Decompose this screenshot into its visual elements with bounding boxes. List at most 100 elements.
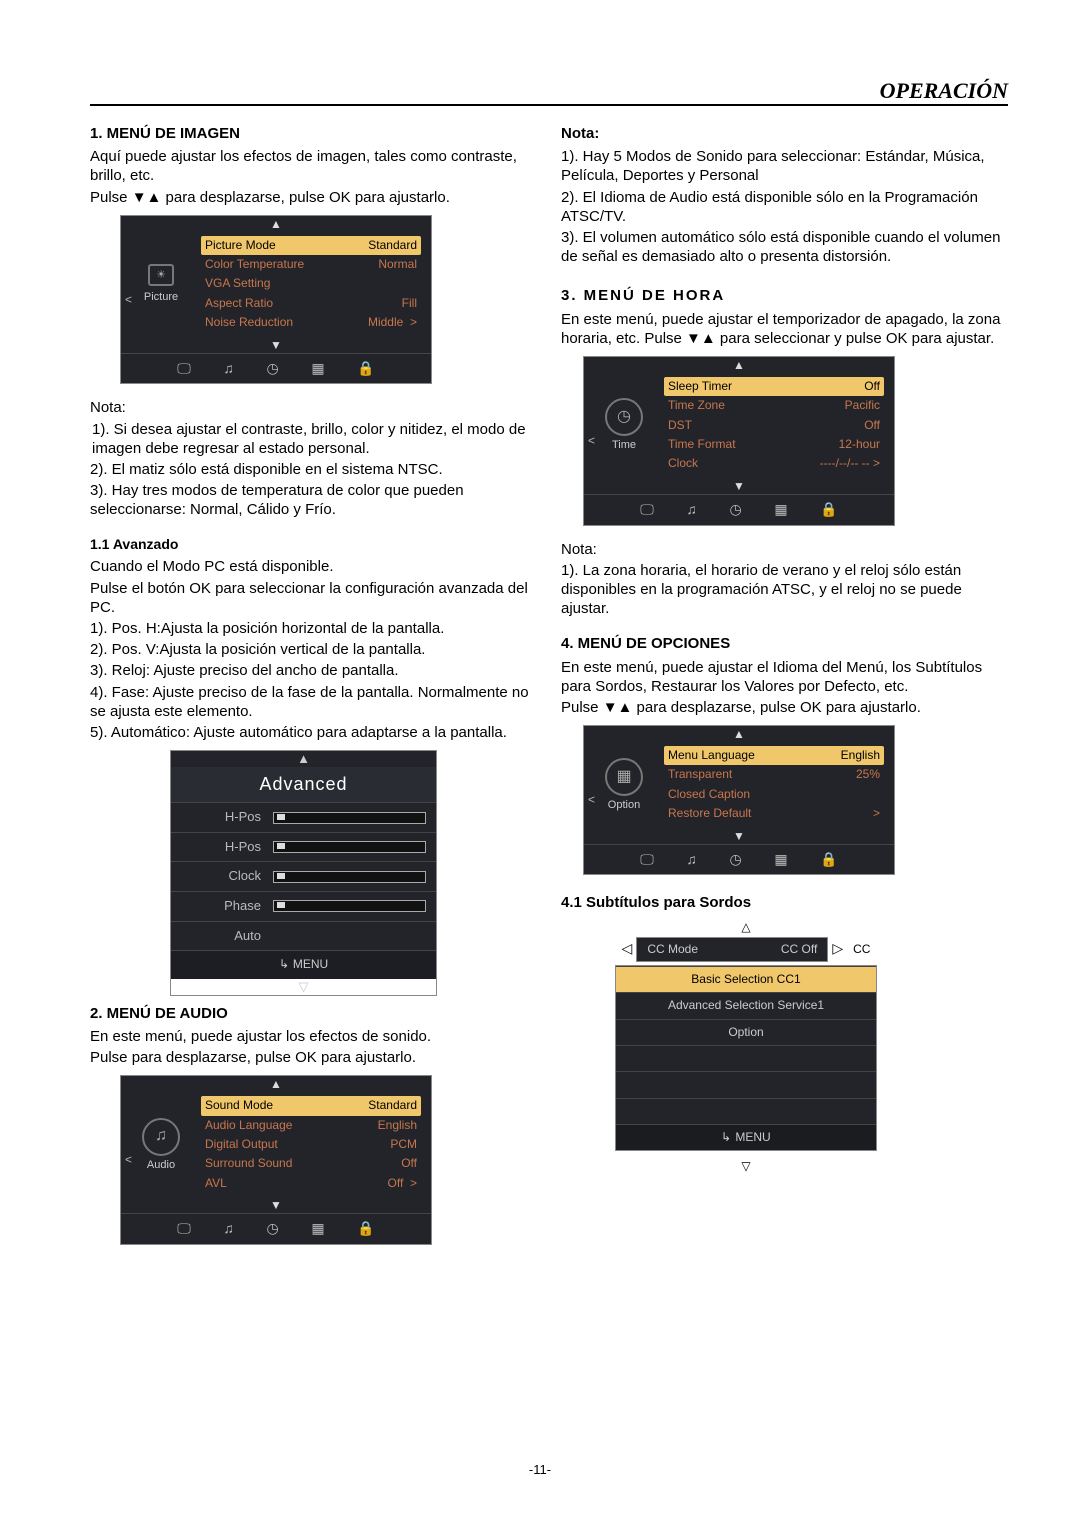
slider[interactable] <box>273 841 426 853</box>
osd-row[interactable]: Closed Caption <box>664 785 884 804</box>
osd-row[interactable]: Clock <box>171 861 436 891</box>
page-header-title: OPERACIÓN <box>880 78 1008 104</box>
osd-audio-list: Sound ModeStandard Audio LanguageEnglish… <box>195 1094 425 1195</box>
nota-audio-title: Nota: <box>561 124 1008 143</box>
right-arrow-icon: > <box>410 1176 417 1191</box>
osd-row-empty <box>616 1071 876 1097</box>
music-icon: ♫ <box>142 1118 180 1156</box>
up-arrow-icon: ▲ <box>584 357 894 373</box>
osd-row[interactable]: DSTOff <box>664 416 884 435</box>
avanzado-p2: Pulse el botón OK para seleccionar la co… <box>90 579 537 617</box>
osd-cc-bottom: ↲MENU <box>616 1124 876 1150</box>
osd-option-list: Menu LanguageEnglish Transparent25% Clos… <box>658 744 888 825</box>
music-icon: ♫ <box>223 360 234 378</box>
lock-icon: 🔒 <box>820 851 837 869</box>
osd-icon-bar: 🖵 ♫ ◷ ▦ 🔒 <box>584 494 894 525</box>
right-arrow-icon: ▷ <box>832 940 843 958</box>
avanzado-heading: 1.1 Avanzado <box>90 536 537 554</box>
osd-picture-sidebar: ☀ Picture <box>127 234 195 335</box>
osd-row[interactable]: Sleep TimerOff <box>664 377 884 396</box>
page-root: OPERACIÓN 1. MENÚ DE IMAGEN Aquí puede a… <box>0 0 1080 1513</box>
osd-time-sidebar-label: Time <box>612 438 636 452</box>
slider[interactable] <box>273 812 426 824</box>
osd-advanced: ▲ Advanced H-Pos H-Pos Clock Phase Auto … <box>170 750 437 996</box>
slider[interactable] <box>273 871 426 883</box>
osd-audio-sidebar-label: Audio <box>147 1158 175 1172</box>
lock-icon: 🔒 <box>357 1220 374 1238</box>
osd-row[interactable]: Noise ReductionMiddle > <box>201 313 421 332</box>
osd-icon-bar: 🖵 ♫ ◷ ▦ 🔒 <box>584 844 894 875</box>
osd-row[interactable]: Picture ModeStandard <box>201 236 421 255</box>
clock-icon: ◷ <box>267 360 279 378</box>
osd-row[interactable]: Time Format12-hour <box>664 435 884 454</box>
osd-option-sidebar-label: Option <box>608 798 640 812</box>
avanzado-l4: 4). Fase: Ajuste preciso de la fase de l… <box>90 683 537 721</box>
osd-row[interactable]: Restore Default > <box>664 804 884 823</box>
osd-row[interactable]: Advanced Selection Service1 <box>616 992 876 1018</box>
nota-audio-l1: 1). Hay 5 Modos de Sonido para seleccion… <box>561 147 1008 185</box>
osd-row[interactable]: H-Pos <box>171 832 436 862</box>
down-arrow-icon: ▼ <box>584 478 894 494</box>
sec2-heading: 2. MENÚ DE AUDIO <box>90 1004 537 1023</box>
osd-row[interactable]: Time ZonePacific <box>664 396 884 415</box>
osd-advanced-bottom: ↲MENU <box>171 950 436 978</box>
osd-row[interactable]: Clock----/--/-- -- > <box>664 454 884 473</box>
down-arrow-icon: ▼ <box>584 828 894 844</box>
osd-icon-bar: 🖵 ♫ ◷ ▦ 🔒 <box>121 1213 431 1244</box>
avanzado-p1: Cuando el Modo PC está disponible. <box>90 557 537 576</box>
left-column: 1. MENÚ DE IMAGEN Aquí puede ajustar los… <box>90 124 537 1245</box>
grid-icon: ▦ <box>311 1220 324 1238</box>
osd-row[interactable]: Aspect RatioFill <box>201 294 421 313</box>
osd-cc-mode-row[interactable]: ◁ CC ModeCC Off ▷ CC <box>581 937 911 962</box>
osd-time-list: Sleep TimerOff Time ZonePacific DSTOff T… <box>658 375 888 476</box>
osd-row[interactable]: Basic Selection CC1 <box>616 966 876 992</box>
avanzado-l5: 5). Automático: Ajuste automático para a… <box>90 723 537 742</box>
display-icon: 🖵 <box>177 1220 191 1238</box>
osd-row[interactable]: Sound ModeStandard <box>201 1096 421 1115</box>
osd-row[interactable]: Menu LanguageEnglish <box>664 746 884 765</box>
display-icon: 🖵 <box>177 360 191 378</box>
osd-row[interactable]: Phase <box>171 891 436 921</box>
right-column: Nota: 1). Hay 5 Modos de Sonido para sel… <box>561 124 1008 1245</box>
osd-row[interactable]: Option <box>616 1019 876 1045</box>
return-icon: ↲ <box>279 957 289 972</box>
grid-icon: ▦ <box>774 851 787 869</box>
sec4-heading: 4. MENÚ DE OPCIONES <box>561 634 1008 653</box>
music-icon: ♫ <box>223 1220 234 1238</box>
osd-picture-list: Picture ModeStandard Color TemperatureNo… <box>195 234 425 335</box>
osd-row[interactable]: Audio LanguageEnglish <box>201 1116 421 1135</box>
up-arrow-icon: △ <box>581 917 911 937</box>
osd-row-empty <box>616 1098 876 1124</box>
right-arrow-icon: > <box>873 806 880 821</box>
left-arrow-icon: < <box>588 793 595 808</box>
osd-row[interactable]: AVLOff > <box>201 1174 421 1193</box>
osd-row[interactable]: Auto <box>171 921 436 951</box>
right-arrow-icon: > <box>410 315 417 330</box>
display-icon: 🖵 <box>640 501 654 519</box>
sec41-heading: 4.1 Subtítulos para Sordos <box>561 893 1008 912</box>
avanzado-l3: 3). Reloj: Ajuste preciso del ancho de p… <box>90 661 537 680</box>
osd-row[interactable]: Surround SoundOff <box>201 1154 421 1173</box>
display-icon: 🖵 <box>640 851 654 869</box>
osd-row[interactable]: Digital OutputPCM <box>201 1135 421 1154</box>
sec3-p1: En este menú, puede ajustar el temporiza… <box>561 310 1008 348</box>
clock-icon: ◷ <box>267 1220 279 1238</box>
osd-row[interactable]: VGA Setting <box>201 274 421 293</box>
osd-audio-sidebar: ♫ Audio <box>127 1094 195 1195</box>
osd-option: ▲ < ▦ Option Menu LanguageEnglish Transp… <box>583 725 895 875</box>
grid-icon: ▦ <box>311 360 324 378</box>
osd-row[interactable]: H-Pos <box>171 802 436 832</box>
nota-audio-l2: 2). El Idioma de Audio está disponible s… <box>561 188 1008 226</box>
osd-row[interactable]: Color TemperatureNormal <box>201 255 421 274</box>
page-number: -11- <box>529 1462 551 1477</box>
clock-icon: ◷ <box>730 851 742 869</box>
left-arrow-icon: ◁ <box>622 940 633 958</box>
slider[interactable] <box>273 900 426 912</box>
cc-right-label: CC <box>853 942 870 957</box>
osd-row[interactable]: Transparent25% <box>664 765 884 784</box>
sec4-p2: Pulse ▼▲ para desplazarse, pulse OK para… <box>561 698 1008 717</box>
down-arrow-icon: ▽ <box>171 979 436 995</box>
sec3-heading: 3. MENÚ DE HORA <box>561 286 1008 305</box>
osd-icon-bar: 🖵 ♫ ◷ ▦ 🔒 <box>121 353 431 384</box>
nota1-l2: 2). El matiz sólo está disponible en el … <box>90 460 537 479</box>
